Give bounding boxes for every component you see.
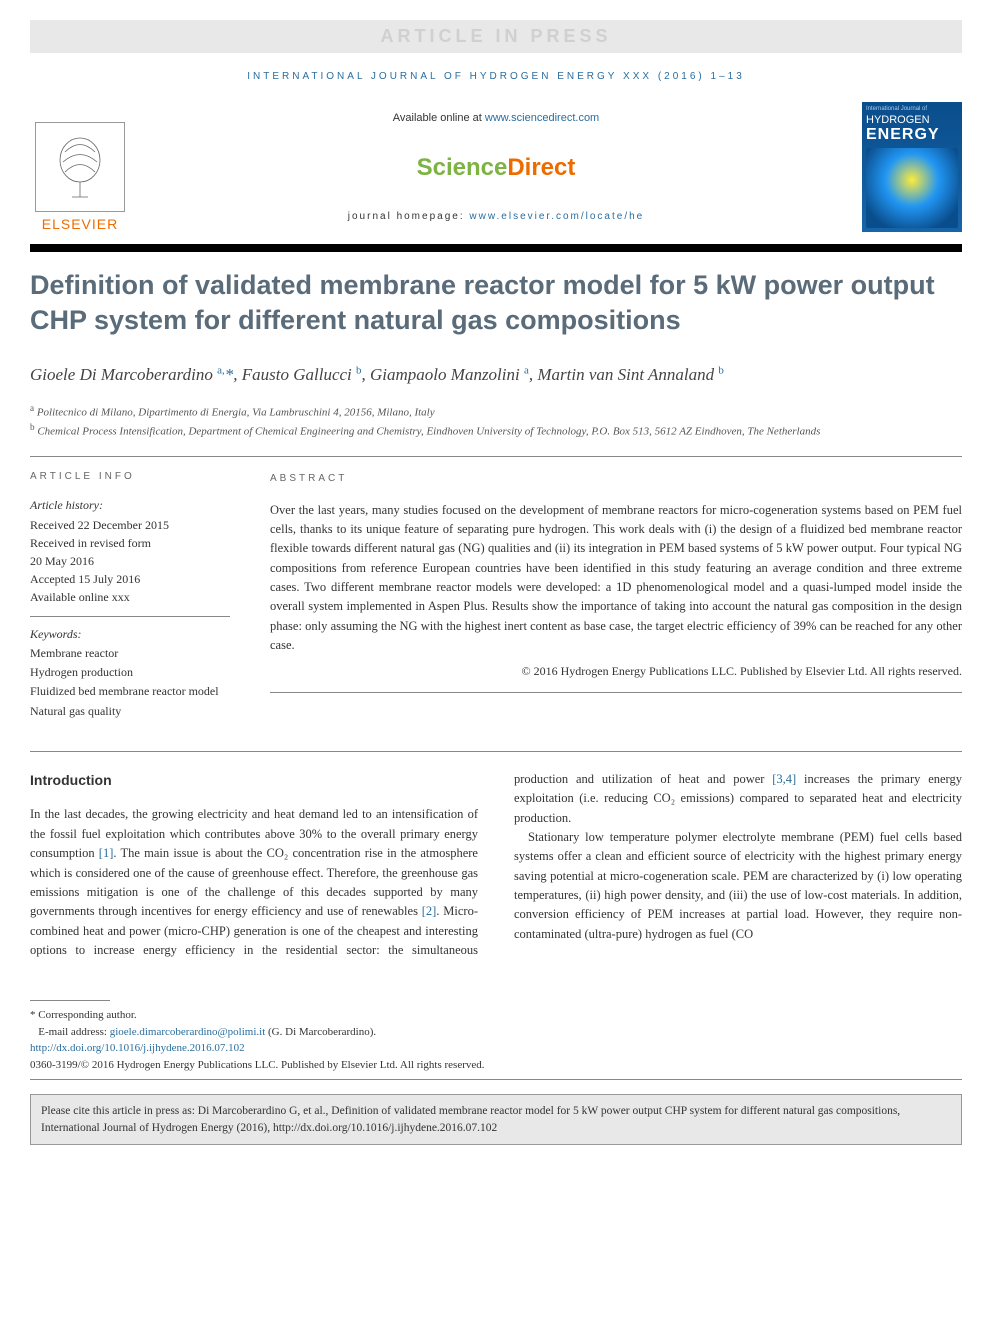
footer-area: * Corresponding author. E-mail address: … [30,990,962,1144]
cover-toptext: International Journal of [866,106,958,112]
body-paragraph: Stationary low temperature polymer elect… [514,828,962,944]
email-line: E-mail address: gioele.dimarcoberardino@… [30,1024,962,1041]
article-history-block: Article history: Received 22 December 20… [30,496,230,617]
header-block: ELSEVIER Available online at www.science… [30,102,962,232]
elsevier-wordmark: ELSEVIER [42,216,118,232]
divider [30,1000,110,1001]
journal-cover: International Journal of HYDROGEN ENERGY [862,102,962,232]
black-divider [30,244,962,252]
article-info-column: ARTICLE INFO Article history: Received 2… [30,471,230,721]
section-divider [30,751,962,752]
article-title: Definition of validated membrane reactor… [30,268,962,338]
keywords-subhead: Keywords: [30,627,230,642]
homepage-label: journal homepage: [348,211,470,222]
cover-art-icon [866,148,958,228]
email-link[interactable]: gioele.dimarcoberardino@polimi.it [110,1026,266,1038]
cover-energy: ENERGY [866,126,958,144]
sd-word-science: Science [417,154,508,181]
affiliation-b: b Chemical Process Intensification, Depa… [30,421,962,440]
keywords-block: Keywords: Membrane reactorHydrogen produ… [30,627,230,721]
available-online-text: Available online at www.sciencedirect.co… [150,112,842,124]
reference-link[interactable]: [3,4] [772,772,796,786]
reference-link[interactable]: [1] [99,846,114,860]
abstract-column: ABSTRACT Over the last years, many studi… [270,471,962,721]
abstract-text: Over the last years, many studies focuse… [270,501,962,656]
abstract-copyright: © 2016 Hydrogen Energy Publications LLC.… [270,662,962,681]
elsevier-tree-icon [35,122,125,212]
body-text-columns: Introduction In the last decades, the gr… [30,770,962,961]
abstract-heading: ABSTRACT [270,471,962,487]
divider [30,456,962,457]
journal-reference: INTERNATIONAL JOURNAL OF HYDROGEN ENERGY… [30,63,962,102]
available-label: Available online at [393,112,485,124]
elsevier-logo: ELSEVIER [30,102,130,232]
footer-copyright: 0360-3199/© 2016 Hydrogen Energy Publica… [30,1057,962,1074]
sd-word-direct: Direct [507,154,575,181]
keywords-list: Membrane reactorHydrogen productionFluid… [30,644,230,721]
article-in-press-banner: ARTICLE IN PRESS [30,20,962,53]
cite-box: Please cite this article in press as: Di… [30,1094,962,1144]
sciencedirect-logo: ScienceDirect [150,154,842,182]
article-info-heading: ARTICLE INFO [30,471,230,482]
affiliation-a: a Politecnico di Milano, Dipartimento di… [30,402,962,421]
homepage-link[interactable]: www.elsevier.com/locate/he [469,211,644,222]
info-abstract-row: ARTICLE INFO Article history: Received 2… [30,471,962,721]
divider [30,1079,962,1080]
intro-heading: Introduction [30,770,478,792]
sciencedirect-link[interactable]: www.sciencedirect.com [485,112,599,124]
reference-link[interactable]: [2] [422,904,437,918]
corresponding-author: * Corresponding author. [30,1007,962,1024]
affiliations: a Politecnico di Milano, Dipartimento di… [30,402,962,440]
cover-hydrogen: HYDROGEN [866,114,958,126]
history-text: Received 22 December 2015Received in rev… [30,516,230,606]
history-subhead: Article history: [30,496,230,514]
authors-list: Gioele Di Marcoberardino a,*, Fausto Gal… [30,362,962,388]
divider [270,692,962,693]
doi-link[interactable]: http://dx.doi.org/10.1016/j.ijhydene.201… [30,1042,245,1054]
header-center: Available online at www.sciencedirect.co… [150,102,842,232]
journal-homepage: journal homepage: www.elsevier.com/locat… [150,211,842,222]
